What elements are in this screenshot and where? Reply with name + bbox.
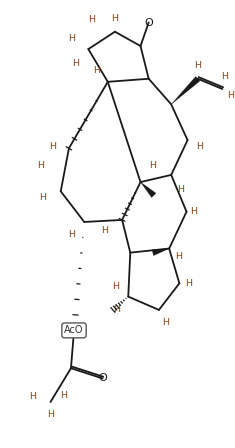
Text: H: H xyxy=(68,230,75,239)
Text: H: H xyxy=(194,61,201,70)
Text: H: H xyxy=(30,392,37,401)
Text: H: H xyxy=(88,15,95,24)
Text: H: H xyxy=(227,90,234,99)
Text: O: O xyxy=(98,374,107,383)
Text: H: H xyxy=(163,318,170,327)
Text: O: O xyxy=(144,17,153,27)
Text: H: H xyxy=(39,193,46,202)
Text: H: H xyxy=(175,252,182,261)
Text: H: H xyxy=(149,161,156,170)
Text: AcO: AcO xyxy=(64,325,84,336)
Text: H: H xyxy=(37,161,44,170)
Text: H: H xyxy=(177,185,184,194)
Text: H: H xyxy=(101,226,108,235)
Text: H: H xyxy=(114,306,121,314)
Text: H: H xyxy=(47,410,54,419)
Polygon shape xyxy=(171,77,200,104)
Text: H: H xyxy=(93,66,100,75)
Text: H: H xyxy=(113,282,119,291)
Text: H: H xyxy=(73,59,80,68)
Text: H: H xyxy=(221,72,228,81)
Text: H: H xyxy=(49,142,56,151)
Text: H: H xyxy=(196,142,203,151)
Text: H: H xyxy=(185,279,192,288)
Polygon shape xyxy=(152,249,169,256)
Text: H: H xyxy=(68,34,75,43)
Polygon shape xyxy=(141,182,156,198)
Text: H: H xyxy=(111,14,118,23)
Text: H: H xyxy=(60,392,67,401)
Text: H: H xyxy=(190,207,197,216)
